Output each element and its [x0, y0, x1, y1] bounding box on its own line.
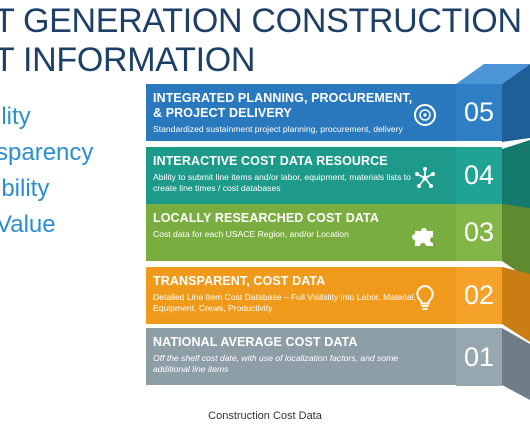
side-face-01: [502, 328, 530, 400]
level-03-description: Cost data for each USACE Region, and/or …: [153, 229, 349, 239]
level-04-band: INTERACTIVE COST DATA RESOURCE Ability t…: [146, 147, 456, 204]
level-02-title: TRANSPARENT, COST DATA: [153, 274, 326, 288]
bullet-item-3: ibility: [0, 175, 50, 202]
lightbulb-icon: [412, 284, 438, 311]
bullet-item-1: ility: [0, 103, 31, 130]
side-face-02: [502, 267, 530, 342]
level-03-number: 03: [456, 204, 502, 261]
level-02-description: Detailed Line Item Cost Database – Full …: [153, 292, 417, 313]
staircase-side-faces: [456, 64, 530, 400]
page-title-line-2: T INFORMATION: [0, 41, 256, 79]
puzzle-icon: [412, 222, 438, 248]
level-05-title: INTEGRATED PLANNING, PROCUREMENT, & PROJ…: [153, 91, 413, 120]
level-01-band: NATIONAL AVERAGE COST DATA Off the shelf…: [146, 328, 456, 385]
side-face-04: [502, 140, 530, 212]
level-02-band: TRANSPARENT, COST DATA Detailed Line Ite…: [146, 267, 456, 324]
top-face-05: [456, 64, 530, 84]
level-01-title: NATIONAL AVERAGE COST DATA: [153, 335, 358, 349]
level-02-number: 02: [456, 267, 502, 324]
level-04-description: Ability to submit line items and/or labo…: [153, 172, 411, 193]
bullet-item-4: Value: [0, 211, 56, 238]
level-03-band: LOCALLY RESEARCHED COST DATA Cost data f…: [146, 204, 456, 261]
level-03-title: LOCALLY RESEARCHED COST DATA: [153, 211, 379, 225]
network-icon: [412, 165, 438, 191]
level-05-number: 05: [456, 84, 502, 141]
level-05-band: INTEGRATED PLANNING, PROCUREMENT, & PROJ…: [146, 84, 456, 141]
level-01-description: Off the shelf cost date, with use of loc…: [153, 353, 399, 374]
figure-caption: Construction Cost Data: [208, 410, 322, 422]
level-01-number: 01: [456, 328, 502, 386]
side-face-03: [502, 204, 530, 280]
disc-icon: [412, 102, 438, 128]
page-title-line-1: T GENERATION CONSTRUCTION: [0, 2, 522, 40]
level-05-description: Standardized sustainment project plannin…: [153, 124, 403, 134]
side-face-05: [502, 64, 530, 142]
level-04-title: INTERACTIVE COST DATA RESOURCE: [153, 154, 388, 168]
bullet-item-2: sparency: [0, 139, 94, 166]
level-04-number: 04: [456, 147, 502, 204]
